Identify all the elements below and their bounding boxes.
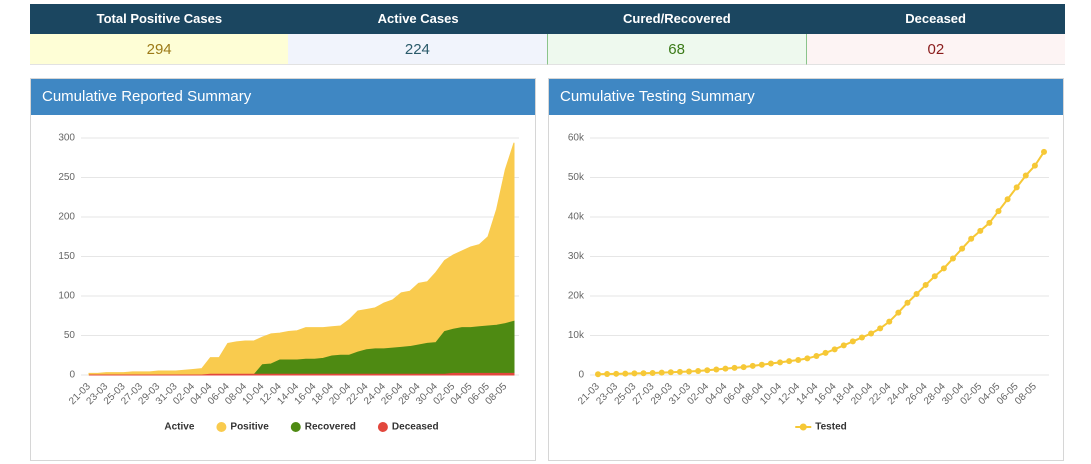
chart: 010k20k30k40k50k60k21-0323-0325-0327-032… bbox=[568, 133, 1049, 433]
point bbox=[731, 364, 738, 371]
header-cell: Total Positive Cases bbox=[30, 4, 289, 34]
panel-title: Cumulative Reported Summary bbox=[31, 79, 535, 115]
y-tick-label: 30k bbox=[568, 251, 585, 262]
chart: 05010015020025030021-0323-0325-0327-0329… bbox=[58, 133, 519, 433]
legend: Active Positive Recovered Deceased bbox=[164, 422, 438, 433]
point bbox=[986, 219, 993, 226]
point bbox=[795, 356, 802, 363]
value-cell: 294 bbox=[30, 34, 289, 65]
point bbox=[1031, 162, 1038, 169]
point bbox=[995, 208, 1002, 215]
y-tick-label: 20k bbox=[568, 291, 585, 302]
point bbox=[777, 359, 784, 366]
legend-marker bbox=[377, 422, 388, 432]
y-tick-label: 40k bbox=[568, 212, 585, 223]
point bbox=[868, 330, 875, 337]
panel-title: Cumulative Testing Summary bbox=[549, 79, 1063, 115]
point bbox=[1004, 196, 1011, 203]
point bbox=[840, 342, 847, 349]
point bbox=[895, 309, 902, 316]
header-cell: Deceased bbox=[806, 4, 1065, 34]
y-tick-label: 60k bbox=[568, 133, 585, 144]
point bbox=[922, 281, 929, 288]
y-tick-label: 150 bbox=[58, 251, 75, 262]
legend-label: Positive bbox=[230, 422, 269, 433]
chart-panel: Cumulative Testing Summary 0 10k 20k 30k 40k… bbox=[548, 78, 1064, 461]
point bbox=[767, 360, 774, 367]
point bbox=[968, 235, 975, 242]
point bbox=[613, 370, 620, 377]
chart-panel: Cumulative Reported Summary 0 50 100 150 200… bbox=[30, 78, 536, 461]
point bbox=[604, 371, 611, 378]
point bbox=[904, 299, 911, 306]
point bbox=[877, 325, 884, 332]
point bbox=[713, 366, 720, 373]
point bbox=[749, 362, 756, 369]
y-tick-label: 100 bbox=[58, 291, 75, 302]
area bbox=[88, 142, 515, 376]
value-cell: 224 bbox=[288, 34, 547, 65]
point bbox=[804, 355, 811, 362]
point bbox=[813, 353, 820, 360]
point bbox=[931, 273, 938, 280]
legend-label: Tested bbox=[815, 422, 847, 433]
legend: Tested bbox=[795, 422, 847, 433]
legend-marker bbox=[290, 422, 301, 432]
y-tick-label: 200 bbox=[58, 212, 75, 223]
point bbox=[831, 346, 838, 353]
value-cell: 02 bbox=[806, 34, 1065, 65]
header-cell: Cured/Recovered bbox=[547, 4, 807, 34]
area bbox=[89, 372, 515, 376]
point bbox=[622, 370, 629, 377]
point bbox=[822, 349, 829, 356]
point bbox=[786, 358, 793, 365]
point bbox=[977, 227, 984, 234]
legend-label: Active bbox=[164, 422, 194, 433]
point bbox=[595, 371, 601, 378]
point bbox=[913, 291, 920, 298]
legend-label: Deceased bbox=[392, 422, 439, 433]
summary-header: Total Positive Cases Active Cases Cured/… bbox=[30, 4, 1065, 34]
point bbox=[758, 361, 765, 368]
point bbox=[649, 370, 656, 377]
legend-label: Recovered bbox=[305, 422, 356, 433]
point bbox=[676, 368, 683, 375]
y-tick-label: 10k bbox=[568, 330, 585, 341]
point bbox=[858, 334, 865, 341]
point bbox=[722, 365, 729, 372]
point bbox=[1013, 184, 1020, 191]
line bbox=[597, 151, 1045, 376]
y-tick-label: 0 bbox=[69, 370, 75, 381]
point bbox=[849, 338, 856, 345]
x-tick-label: 08-05 bbox=[1013, 381, 1039, 407]
point bbox=[886, 318, 893, 325]
point bbox=[686, 368, 693, 375]
point bbox=[695, 368, 702, 375]
point bbox=[949, 255, 956, 262]
y-tick-label: 0 bbox=[578, 370, 584, 381]
point bbox=[959, 245, 966, 252]
point bbox=[667, 369, 674, 376]
point bbox=[704, 367, 711, 374]
point bbox=[631, 370, 638, 377]
point bbox=[1041, 148, 1047, 155]
point bbox=[1022, 172, 1029, 179]
summary-table: Total Positive Cases Active Cases Cured/… bbox=[30, 4, 1065, 65]
point bbox=[740, 364, 747, 371]
legend-marker bbox=[799, 423, 807, 431]
legend-marker bbox=[216, 422, 227, 432]
point bbox=[940, 265, 947, 272]
y-tick-label: 300 bbox=[58, 133, 75, 144]
y-tick-label: 250 bbox=[58, 172, 75, 183]
header-cell: Active Cases bbox=[288, 4, 548, 34]
point bbox=[658, 369, 665, 376]
y-tick-label: 50 bbox=[64, 330, 76, 341]
summary-values: 294 224 68 02 bbox=[30, 34, 1065, 65]
y-tick-label: 50k bbox=[568, 172, 585, 183]
value-cell: 68 bbox=[546, 34, 807, 65]
point bbox=[640, 370, 647, 377]
